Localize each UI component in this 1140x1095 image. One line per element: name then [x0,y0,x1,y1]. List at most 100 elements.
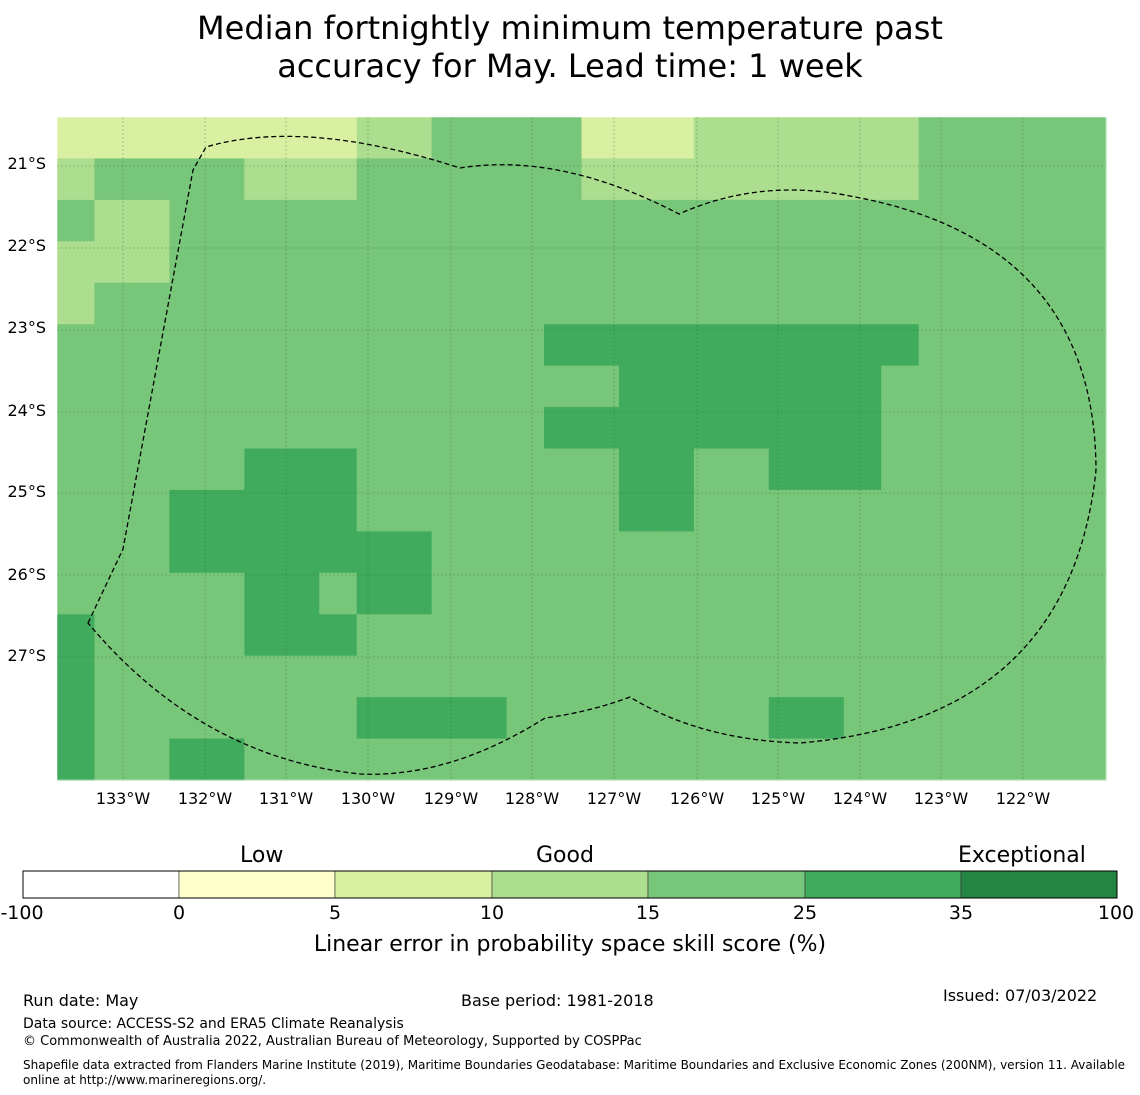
grid-cell [731,199,770,242]
grid-cell [131,324,170,367]
grid-cell [1068,614,1107,657]
grid-cell [169,407,208,450]
grid-cell [94,407,133,450]
grid-cell [581,117,620,160]
grid-cell [806,614,845,657]
grid-cell [656,282,695,325]
grid-cell [356,572,395,615]
grid-cell [693,614,732,657]
grid-cell [806,365,845,408]
grid-cell [94,158,133,201]
grid-cell [1068,448,1107,491]
grid-cell [993,531,1032,574]
grid-cell [131,407,170,450]
grid-cell [918,614,957,657]
grid-cell [469,489,508,532]
grid-cell [768,241,807,284]
grid-cell [394,117,433,160]
grid-cell [618,655,658,698]
colorbar-tick-10: 10 [479,902,505,924]
grid-cell [993,448,1032,491]
grid-cell [956,572,995,615]
grid-cell [956,199,995,242]
colorbar-category-low: Low [240,843,284,868]
map-frame [56,116,1107,781]
grid-cell [1031,241,1070,284]
grid-cell [469,655,508,698]
grid-cell [656,365,695,408]
grid-cell [618,489,658,532]
grid-cell [506,282,545,325]
grid-cell [319,531,358,574]
grid-cell [768,614,807,657]
grid-cell [693,282,732,325]
grid-cell [993,489,1032,532]
grid-cell [806,241,845,284]
grid-cell [1031,614,1070,657]
grid-cell [244,655,283,698]
grid-cell [843,365,882,408]
grid-cell [1068,158,1107,201]
grid-cell [431,282,470,325]
grid-cell [206,448,245,491]
grid-cell [918,572,957,615]
grid-cell [131,697,170,740]
grid-cell [581,448,620,491]
grid-cell [94,282,133,325]
grid-cell [206,697,245,740]
grid-cell [431,117,470,160]
grid-cell [431,199,470,242]
grid-cell [693,738,732,781]
grid-cell [506,324,545,367]
grid-cell [394,655,433,698]
grid-cell [431,448,470,491]
grid-cell [319,572,358,615]
grid-cell [281,738,320,781]
grid-cell [956,117,995,160]
grid-cell [319,324,358,367]
grid-cell [918,531,957,574]
grid-cell [768,697,807,740]
data-source: Data source: ACCESS-S2 and ERA5 Climate … [23,1016,404,1032]
grid-cell [843,655,882,698]
skill-score-map [56,116,1107,781]
grid-cell [94,614,133,657]
grid-cell [206,158,245,201]
grid-cell [1068,655,1107,698]
grid-cell [169,324,208,367]
lat-label-21s: 21°S [7,154,46,173]
grid-cell [506,365,545,408]
grid-cell [57,282,96,325]
lon-label-127w: 127°W [586,789,642,808]
grid-cell [843,199,882,242]
grid-cell [1031,158,1070,201]
grid-cell [918,489,957,532]
grid-cell [693,241,732,284]
grid-cell [843,738,882,781]
grid-cell [693,199,732,242]
colorbar-tick-100: 100 [1097,902,1135,924]
grid-cell [356,448,395,491]
colorbar-segment [22,870,180,899]
grid-cell [993,614,1032,657]
grid-cell [356,199,395,242]
grid-cell [57,489,96,532]
lon-label-131w: 131°W [258,789,314,808]
grid-cell [169,531,208,574]
grid-cell [806,572,845,615]
grid-cell [956,407,995,450]
grid-cell [731,614,770,657]
grid-cell [206,117,245,160]
grid-cell [1068,489,1107,532]
grid-cell [57,324,96,367]
grid-cell [94,241,133,284]
grid-cell [319,158,358,201]
grid-cell [881,365,920,408]
grid-cell [918,199,957,242]
grid-cell [768,738,807,781]
grid-cell [281,697,320,740]
grid-cell [843,614,882,657]
grid-cell [656,241,695,284]
grid-cell [319,407,358,450]
grid-cell [956,697,995,740]
